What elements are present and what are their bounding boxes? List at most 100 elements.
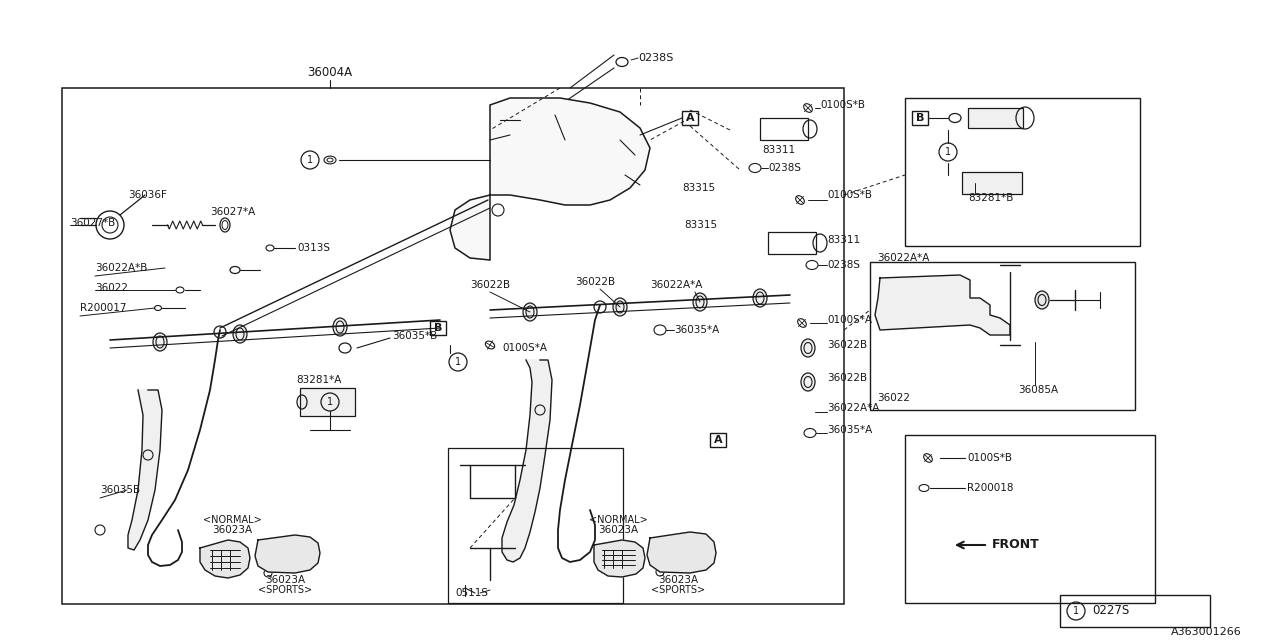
Bar <box>760 118 808 140</box>
Circle shape <box>264 569 273 577</box>
Bar <box>682 111 698 125</box>
Text: 83281*B: 83281*B <box>968 193 1014 203</box>
Ellipse shape <box>801 339 815 357</box>
Text: A363001266: A363001266 <box>1171 627 1242 637</box>
Text: 36023A: 36023A <box>265 575 305 585</box>
Text: 36022B: 36022B <box>470 280 509 290</box>
Bar <box>913 111 928 125</box>
Text: 0238S: 0238S <box>827 260 860 270</box>
Text: 0238S: 0238S <box>637 53 673 63</box>
Circle shape <box>686 541 694 549</box>
Text: 36022: 36022 <box>95 283 128 293</box>
Circle shape <box>686 554 694 562</box>
Circle shape <box>279 543 287 551</box>
Bar <box>768 232 817 254</box>
Bar <box>448 448 623 603</box>
Circle shape <box>657 554 664 562</box>
Text: 83315: 83315 <box>682 183 716 193</box>
Text: A: A <box>714 435 722 445</box>
Bar <box>963 172 1021 194</box>
Text: 83281*A: 83281*A <box>296 375 342 385</box>
Bar <box>430 321 445 335</box>
Ellipse shape <box>154 333 166 351</box>
Bar <box>968 108 1023 128</box>
Bar <box>870 262 1135 410</box>
Circle shape <box>264 556 273 564</box>
Ellipse shape <box>333 318 347 336</box>
Ellipse shape <box>613 298 627 316</box>
Text: <SPORTS>: <SPORTS> <box>652 585 705 595</box>
Ellipse shape <box>524 303 538 321</box>
Circle shape <box>570 155 590 175</box>
Circle shape <box>294 556 302 564</box>
Text: 1: 1 <box>307 155 314 165</box>
Text: <NORMAL>: <NORMAL> <box>202 515 261 525</box>
Text: <NORMAL>: <NORMAL> <box>589 515 648 525</box>
Text: 83311: 83311 <box>827 235 860 245</box>
Text: 36035*B: 36035*B <box>392 331 438 341</box>
Polygon shape <box>255 535 320 573</box>
Text: 36023A: 36023A <box>212 525 252 535</box>
Text: 0313S: 0313S <box>297 243 330 253</box>
Text: 36085A: 36085A <box>1018 385 1059 395</box>
Circle shape <box>657 568 664 576</box>
Circle shape <box>671 554 678 562</box>
Ellipse shape <box>801 373 815 391</box>
Text: 36035*A: 36035*A <box>675 325 719 335</box>
Text: 83311: 83311 <box>762 145 795 155</box>
Text: 0100S*B: 0100S*B <box>966 453 1012 463</box>
Circle shape <box>609 179 621 191</box>
Text: 1: 1 <box>1073 606 1079 616</box>
Text: 1: 1 <box>454 357 461 367</box>
Text: 36036F: 36036F <box>128 190 168 200</box>
Text: 0227S: 0227S <box>1092 605 1129 618</box>
Text: R200017: R200017 <box>81 303 127 313</box>
Text: 1: 1 <box>326 397 333 407</box>
Polygon shape <box>200 540 250 578</box>
Text: 36004A: 36004A <box>307 65 352 79</box>
Polygon shape <box>646 532 716 573</box>
Text: FRONT: FRONT <box>992 538 1039 552</box>
Text: 36035B: 36035B <box>100 485 140 495</box>
Ellipse shape <box>233 325 247 343</box>
PathPatch shape <box>451 98 650 260</box>
Text: 36022B: 36022B <box>827 373 867 383</box>
Text: R200018: R200018 <box>966 483 1014 493</box>
Circle shape <box>602 162 618 178</box>
Text: 0511S: 0511S <box>454 588 488 598</box>
Text: 36027*B: 36027*B <box>70 218 115 228</box>
Text: 0238S: 0238S <box>768 163 801 173</box>
Text: 0100S*B: 0100S*B <box>827 190 872 200</box>
Text: 36022A*A: 36022A*A <box>877 253 929 263</box>
Ellipse shape <box>692 293 707 311</box>
Polygon shape <box>128 390 163 550</box>
Text: 1: 1 <box>945 147 951 157</box>
Text: B: B <box>915 113 924 123</box>
Bar <box>61 88 844 604</box>
Text: <SPORTS>: <SPORTS> <box>259 585 312 595</box>
Text: 83315: 83315 <box>684 220 717 230</box>
Text: 36022A*A: 36022A*A <box>650 280 703 290</box>
Text: B: B <box>434 323 442 333</box>
Text: 36022B: 36022B <box>827 340 867 350</box>
Text: 36027*A: 36027*A <box>210 207 255 217</box>
Text: 36023A: 36023A <box>598 525 637 535</box>
Bar <box>905 435 1155 603</box>
Bar <box>300 388 355 416</box>
Polygon shape <box>502 360 552 562</box>
Polygon shape <box>594 540 645 577</box>
Ellipse shape <box>955 293 969 311</box>
Text: 36022: 36022 <box>877 393 910 403</box>
Text: 36022A*A: 36022A*A <box>827 403 879 413</box>
Bar <box>710 433 726 447</box>
Polygon shape <box>876 275 1010 335</box>
Bar <box>905 98 1140 246</box>
Text: 0100S*B: 0100S*B <box>820 100 865 110</box>
Circle shape <box>671 541 678 549</box>
Text: 0100S*A: 0100S*A <box>502 343 547 353</box>
Circle shape <box>518 138 541 162</box>
Circle shape <box>294 543 302 551</box>
Bar <box>1060 595 1210 627</box>
Text: 0100S*A: 0100S*A <box>827 315 872 325</box>
Text: A: A <box>686 113 694 123</box>
